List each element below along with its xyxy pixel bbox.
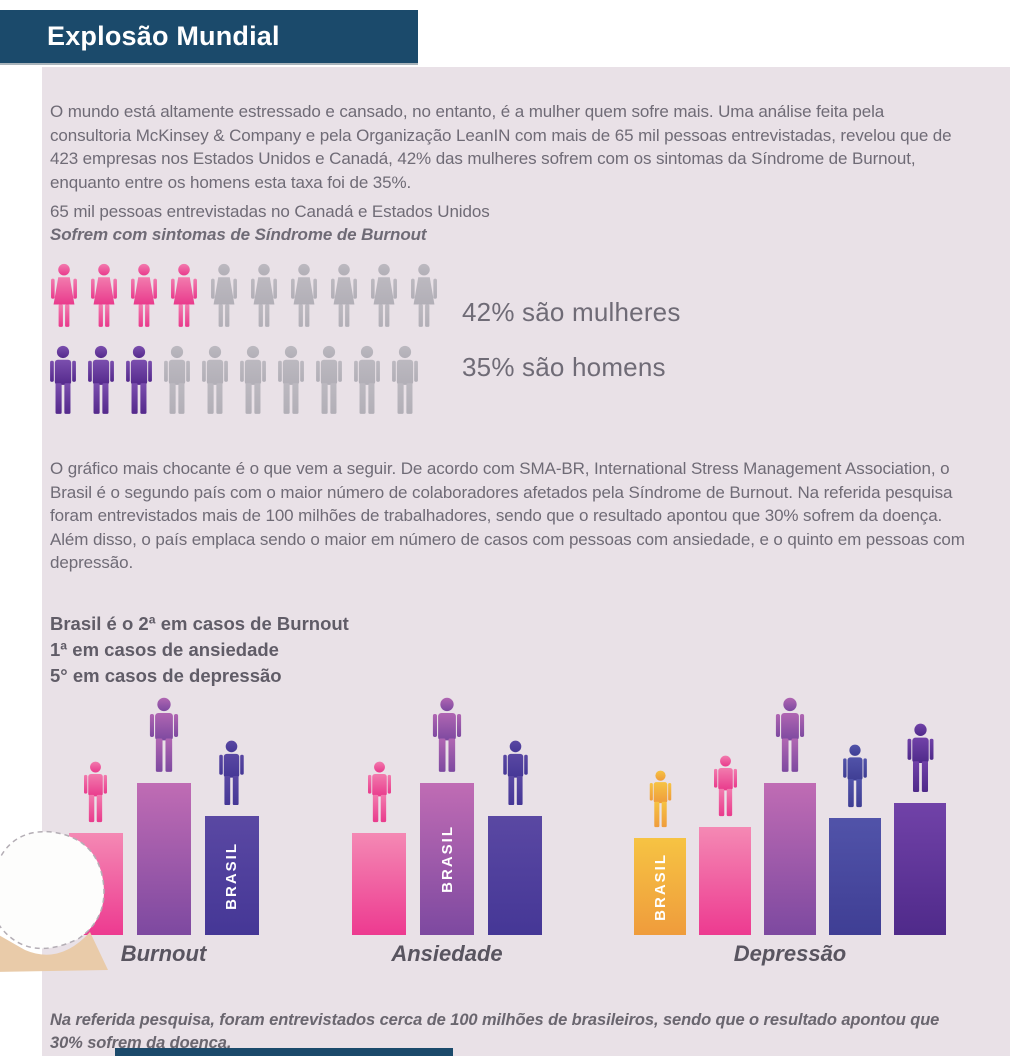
person-icon <box>145 697 183 773</box>
women-percentage-label: 42% são mulheres <box>462 297 681 327</box>
footnote-text: Na referida pesquisa, foram entrevistado… <box>50 1010 940 1052</box>
next-section-bar <box>115 1048 453 1056</box>
chart-bar <box>136 783 191 935</box>
brasil-bar-label: BRASIL <box>223 841 240 910</box>
male-icon <box>198 343 232 417</box>
bar-slot: BRASIL <box>204 740 259 935</box>
section-header: Explosão Mundial <box>0 10 418 63</box>
depressao-chart-title: Depressão <box>733 941 847 966</box>
chart-bar <box>352 833 406 935</box>
person-icon <box>903 723 938 793</box>
rank-line-ansiedade: 1ª em casos de ansiedade <box>50 639 279 660</box>
chart-bar <box>829 818 881 935</box>
survey-subtitle: Sofrem com sintomas de Síndrome de Burno… <box>50 225 427 244</box>
female-icon <box>126 261 162 333</box>
female-icon <box>206 261 242 333</box>
male-icon <box>46 343 80 417</box>
second-paragraph-part1: O gráfico mais chocante é o que vem a se… <box>50 459 953 525</box>
rank-line-depressao: 5° em casos de depressão <box>50 665 282 686</box>
bar-slot: BRASIL <box>634 770 686 935</box>
male-icon <box>84 343 118 417</box>
rank-line-burnout: Brasil é o 2ª em casos de Burnout <box>50 613 349 634</box>
intro-paragraph: O mundo está altamente estressado e cans… <box>50 102 952 192</box>
bar-slot <box>764 697 816 935</box>
female-icon <box>46 261 82 333</box>
photo-fragment-arm <box>0 830 108 972</box>
bar-slot <box>352 761 406 935</box>
female-icon <box>86 261 122 333</box>
person-icon <box>364 761 395 823</box>
bar-slot <box>829 744 881 935</box>
person-icon <box>215 740 248 806</box>
depressao-bar-chart: BRASIL <box>620 695 960 935</box>
bar-slot: BRASIL <box>420 697 474 935</box>
chart-bar: BRASIL <box>204 816 259 935</box>
page-title: Explosão Mundial <box>47 21 280 51</box>
chart-bar: BRASIL <box>420 783 474 935</box>
male-icon <box>350 343 384 417</box>
chart-bar <box>699 827 751 935</box>
male-icon <box>274 343 308 417</box>
person-icon <box>771 697 809 773</box>
bar-slot <box>699 755 751 935</box>
male-icon <box>236 343 270 417</box>
female-icon <box>366 261 402 333</box>
person-icon <box>839 744 871 808</box>
ansiedade-chart-title: Ansiedade <box>391 941 503 966</box>
pictogram-row-men <box>46 343 422 417</box>
female-icon <box>286 261 322 333</box>
person-icon <box>499 740 532 806</box>
male-icon <box>160 343 194 417</box>
female-icon <box>246 261 282 333</box>
bar-slot <box>136 697 191 935</box>
survey-title: 65 mil pessoas entrevistadas no Canadá e… <box>50 202 490 221</box>
chart-bar <box>764 783 816 935</box>
female-icon <box>326 261 362 333</box>
bar-slot <box>894 723 946 935</box>
male-icon <box>122 343 156 417</box>
person-icon <box>710 755 741 817</box>
burnout-chart-title: Burnout <box>120 941 207 966</box>
bar-slot <box>488 740 542 935</box>
brasil-bar-label: BRASIL <box>651 852 669 921</box>
brasil-bar-label: BRASIL <box>438 825 456 893</box>
rank-list: Brasil é o 2ª em casos de Burnout 1ª em … <box>50 611 349 689</box>
men-percentage-label: 35% são homens <box>462 352 666 382</box>
second-paragraph: O gráfico mais chocante é o que vem a se… <box>50 457 970 575</box>
chart-bar: BRASIL <box>634 838 686 935</box>
female-icon <box>166 261 202 333</box>
pictogram-row-women <box>46 261 442 333</box>
chart-bar <box>488 816 542 935</box>
male-icon <box>312 343 346 417</box>
chart-bar <box>894 803 946 935</box>
person-icon <box>428 697 466 773</box>
ansiedade-bar-chart: BRASIL <box>342 695 552 935</box>
male-icon <box>388 343 422 417</box>
person-icon <box>646 770 675 828</box>
second-paragraph-part2: Além disso, o país emplaca sendo o maior… <box>50 529 965 573</box>
female-icon <box>406 261 442 333</box>
